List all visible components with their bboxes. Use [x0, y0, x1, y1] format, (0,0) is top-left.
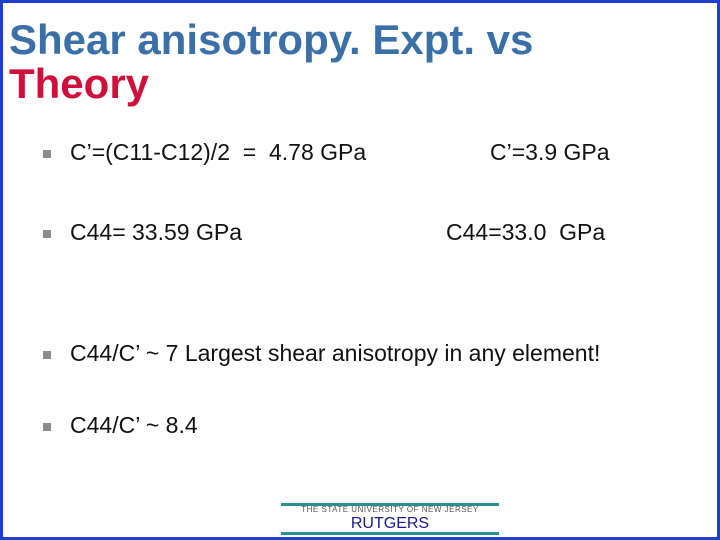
bullet-marker: [43, 150, 51, 158]
title-line: Theory: [9, 60, 150, 107]
bullet-text: C44/C’ ~ 8.4: [70, 412, 198, 438]
theory-value: C’=3.9 GPa: [490, 139, 610, 165]
bullet-marker: [43, 351, 51, 359]
bullet-text: C44/C’ ~ 7 Largest shear anisotropy in a…: [70, 340, 601, 366]
bullet-text: C’=(C11-C12)/2 = 4.78 GPa: [70, 139, 367, 165]
title-line: Shear anisotropy. Expt. vs: [9, 16, 534, 63]
logo-name: RUTGERS: [350, 515, 430, 532]
bullet-marker: [43, 230, 51, 238]
logo-subtitle: THE STATE UNIVERSITY OF NEW JERSEY: [301, 505, 479, 514]
logo-rule: [281, 532, 499, 535]
theory-value: C44=33.0 GPa: [446, 219, 606, 245]
bullet-text: C44= 33.59 GPa: [70, 219, 242, 245]
bullet-marker: [43, 423, 51, 431]
logo-rule: [281, 503, 499, 506]
